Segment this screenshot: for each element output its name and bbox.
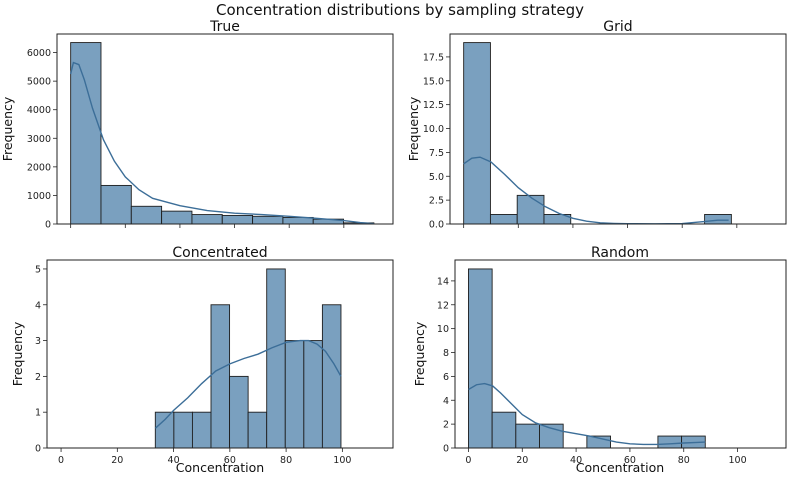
y-tick-label: 7.5 [429,148,444,159]
y-tick-label: 10 [437,324,449,335]
y-tick-label: 2 [443,420,449,431]
y-tick-label: 1000 [27,191,51,202]
histogram-bar [210,304,231,449]
x-tick-label: 80 [280,455,292,466]
y-axis-label: Frequency [10,321,25,386]
histogram-bar [154,411,175,449]
x-axis-label: Concentration [176,460,264,475]
y-tick-label: 4000 [27,105,51,116]
histogram-bar [516,194,545,225]
histogram-bar [130,205,163,225]
panel-true: True Frequency 0 1000 2000 3000 4000 5000 6000 [0,19,394,231]
x-tick-label: 0 [465,455,471,466]
y-tick-label: 3 [35,336,41,347]
histogram-bar [161,210,193,225]
histogram-bar [229,375,249,449]
figure-suptitle: Concentration distributions by sampling … [216,1,584,19]
y-axis-label: Frequency [0,96,15,161]
y-tick-label: 4 [443,396,449,407]
y-tick-label: 0 [45,220,51,231]
histogram-bar [100,184,132,225]
y-tick-label: 3000 [27,134,51,145]
panel-title: Concentrated [172,245,267,261]
y-tick-label: 2.5 [429,196,444,207]
histogram-bar [70,42,102,225]
y-tick-label: 14 [437,276,449,287]
y-tick-label: 17.5 [423,52,444,63]
histogram-bar [266,268,286,449]
histogram-bar [463,42,491,225]
axes-frame [449,33,787,225]
x-tick-label: 60 [224,455,236,466]
histogram-bar [173,411,193,449]
x-tick-label: 40 [168,455,180,466]
histogram-bar [491,411,517,449]
kde-line [468,382,706,446]
histogram-bar [221,214,254,225]
histogram-bar [191,214,223,225]
y-tick-label: 12 [437,300,449,311]
histogram-bar [704,213,732,225]
y-tick-label: 12.5 [423,100,444,111]
panel-random: Random Frequency Concentration 0 2 4 6 8 10 12… [412,245,787,475]
y-tick-label: 2000 [27,162,51,173]
x-tick-label: 60 [624,455,636,466]
histogram-bar [515,423,540,449]
histogram-bar [657,435,683,449]
y-tick-label: 5.0 [429,172,444,183]
y-tick-label: 0 [443,444,449,455]
x-tick-label: 80 [678,455,690,466]
axes-frame [46,259,394,449]
y-tick-label: 6000 [27,48,51,59]
y-axis-label: Frequency [406,96,421,161]
histogram-bar [303,340,323,449]
x-tick-label: 100 [333,455,351,466]
x-tick-label: 20 [111,455,123,466]
y-tick-label: 0 [35,444,41,455]
histogram-bar [321,304,342,449]
y-tick-label: 5 [35,264,41,275]
kde-line [69,61,374,225]
histogram-bar [489,213,518,225]
histogram-bar [247,411,268,449]
panel-grid: Grid Frequency 0.0 2.5 5.0 7.5 10.0 12.5 15.0 1… [406,19,787,231]
y-tick-label: 2 [35,372,41,383]
y-tick-label: 6 [443,372,449,383]
x-tick-label: 20 [516,455,528,466]
x-tick-label: 0 [58,455,64,466]
panel-title: Random [591,245,649,261]
y-tick-label: 15.0 [423,76,444,87]
panel-concentrated: Concentrated Frequency Concentration 0 1 2… [10,245,394,475]
histogram-bar [252,215,284,225]
y-tick-label: 1 [35,408,41,419]
kde-line [463,156,729,225]
x-axis-label: Concentration [576,460,664,475]
panel-title: True [209,19,240,35]
x-tick-label: 40 [570,455,582,466]
histogram-bar [284,340,305,449]
y-tick-label: 0.0 [429,220,444,231]
kde-line [154,339,342,429]
y-axis-label: Frequency [412,321,427,386]
axes-frame [454,259,787,449]
y-tick-label: 8 [443,348,449,359]
x-tick-label: 100 [728,455,746,466]
y-tick-label: 5000 [27,77,51,88]
axes-frame [56,33,394,225]
histogram-bar [191,411,212,449]
panel-title: Grid [603,19,632,35]
y-tick-label: 10.0 [423,124,444,135]
y-tick-label: 4 [35,300,41,311]
histogram-bar [468,268,493,449]
